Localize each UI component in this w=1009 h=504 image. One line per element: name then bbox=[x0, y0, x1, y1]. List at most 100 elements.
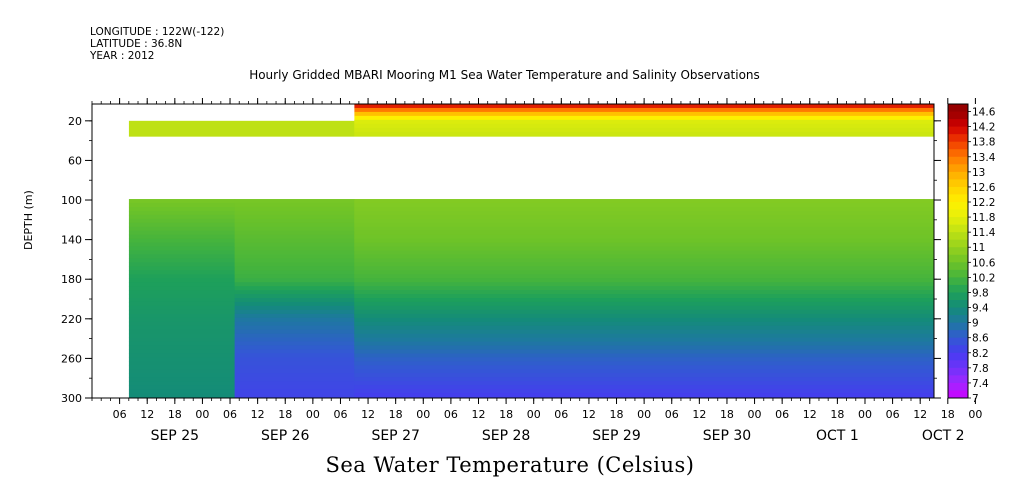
heatmap-cell bbox=[354, 361, 935, 366]
colorbar-tick-label: 9.8 bbox=[972, 287, 989, 299]
heatmap-cell bbox=[128, 333, 236, 339]
heatmap-cell bbox=[128, 234, 236, 240]
x-hour-tick-label: 06 bbox=[444, 408, 458, 421]
heatmap-cell bbox=[128, 298, 236, 303]
heatmap-cell bbox=[234, 329, 355, 335]
heatmap-cell bbox=[128, 119, 236, 125]
heatmap-cell bbox=[354, 345, 935, 350]
heatmap-cell bbox=[354, 373, 935, 378]
latitude-label: LATITUDE : 36.8N bbox=[90, 38, 183, 50]
heatmap-cell bbox=[128, 222, 236, 228]
heatmap-cell bbox=[354, 226, 935, 232]
heatmap-cell bbox=[354, 381, 935, 386]
heatmap-cell bbox=[234, 127, 355, 133]
heatmap-cell bbox=[128, 377, 236, 382]
heatmap-cell bbox=[354, 210, 935, 216]
heatmap-cell bbox=[234, 301, 355, 307]
x-hour-tick-label: 12 bbox=[251, 408, 265, 421]
x-hour-tick-label: 18 bbox=[830, 408, 844, 421]
heatmap-cell bbox=[354, 313, 935, 319]
heatmap-cell bbox=[354, 377, 935, 382]
heatmap-cell bbox=[128, 353, 236, 358]
heatmap-cell bbox=[234, 270, 355, 275]
colorbar-swatch bbox=[948, 134, 968, 143]
heatmap-cell bbox=[128, 345, 236, 350]
x-date-label: SEP 26 bbox=[261, 428, 310, 444]
x-date-label: SEP 28 bbox=[482, 428, 530, 444]
x-hour-tick-label: 00 bbox=[416, 408, 430, 421]
heatmap-cell bbox=[234, 234, 355, 240]
colorbar-swatch bbox=[948, 104, 968, 113]
chart-title: Hourly Gridded MBARI Mooring M1 Sea Wate… bbox=[249, 68, 760, 82]
heatmap-cell bbox=[234, 349, 355, 354]
heatmap-cell bbox=[234, 286, 355, 291]
x-hour-tick-label: 00 bbox=[306, 408, 320, 421]
colorbar-tick-label: 14.6 bbox=[972, 107, 996, 119]
heatmap-cell bbox=[128, 258, 236, 263]
heatmap-cell bbox=[354, 246, 935, 252]
colorbar-tick-label: 11 bbox=[972, 242, 985, 254]
heatmap-cell bbox=[354, 393, 935, 398]
heatmap-cell bbox=[234, 262, 355, 267]
colorbar-swatch bbox=[948, 284, 968, 293]
colorbar-swatch bbox=[948, 202, 968, 211]
heatmap-cell bbox=[234, 214, 355, 220]
colorbar-swatch bbox=[948, 315, 968, 324]
heatmap-cell bbox=[234, 325, 355, 331]
heatmap-cell bbox=[128, 199, 236, 204]
y-tick-label: 180 bbox=[61, 273, 82, 286]
x-hour-tick-label: 12 bbox=[692, 408, 706, 421]
heatmap-cell bbox=[234, 321, 355, 327]
y-tick-label: 300 bbox=[61, 392, 82, 405]
heatmap-cell bbox=[128, 123, 236, 129]
x-date-label: SEP 25 bbox=[151, 428, 199, 444]
heatmap-cell bbox=[354, 282, 935, 287]
x-hour-tick-label: 18 bbox=[278, 408, 292, 421]
y-tick-label: 220 bbox=[61, 313, 82, 326]
x-hour-tick-label: 00 bbox=[748, 408, 762, 421]
heatmap-cell bbox=[128, 246, 236, 252]
colorbar-swatch bbox=[948, 126, 968, 135]
heatmap-cell bbox=[128, 381, 236, 386]
heatmap-cell bbox=[354, 242, 935, 248]
colorbar-tick-label: 14.2 bbox=[972, 122, 995, 134]
heatmap-cell bbox=[234, 282, 355, 287]
heatmap-cell bbox=[234, 226, 355, 232]
heatmap-cell bbox=[128, 389, 236, 394]
colorbar-swatch bbox=[948, 119, 968, 128]
heatmap-cell bbox=[354, 222, 935, 228]
heatmap-cell bbox=[354, 385, 935, 390]
heatmap-cell bbox=[128, 373, 236, 378]
heatmap-cell bbox=[128, 262, 236, 267]
heatmap-cell bbox=[354, 301, 935, 307]
heatmap-cell bbox=[128, 317, 236, 323]
heatmap-cell bbox=[128, 238, 236, 244]
heatmap-cell bbox=[354, 218, 935, 224]
x-hour-tick-label: 06 bbox=[554, 408, 568, 421]
year-label: YEAR : 2012 bbox=[90, 50, 155, 62]
heatmap-cell bbox=[128, 127, 236, 133]
heatmap-cell bbox=[128, 250, 236, 255]
x-hour-tick-label: 00 bbox=[637, 408, 651, 421]
heatmap-cell bbox=[234, 337, 355, 343]
heatmap-cell bbox=[128, 242, 236, 248]
heatmap-cell bbox=[128, 313, 236, 319]
y-tick-label: 60 bbox=[68, 154, 82, 167]
heatmap-cell bbox=[354, 290, 935, 295]
heatmap-cell bbox=[354, 206, 935, 212]
heatmap-cell bbox=[354, 199, 935, 204]
heatmap-cell bbox=[128, 361, 236, 366]
colorbar-swatch bbox=[948, 141, 968, 150]
x-date-label: SEP 29 bbox=[592, 428, 640, 444]
heatmap-cell bbox=[128, 321, 236, 327]
x-hour-tick-label: 12 bbox=[140, 408, 154, 421]
x-hour-tick-label: 18 bbox=[941, 408, 955, 421]
x-hour-tick-label: 06 bbox=[333, 408, 347, 421]
heatmap-cell bbox=[354, 298, 935, 303]
heatmap-cell bbox=[128, 282, 236, 287]
colorbar-tick-label: 13.8 bbox=[972, 137, 995, 149]
heatmap-cell bbox=[234, 242, 355, 248]
colorbar-tick-label: 10.2 bbox=[972, 272, 995, 284]
heatmap-cell bbox=[234, 389, 355, 394]
